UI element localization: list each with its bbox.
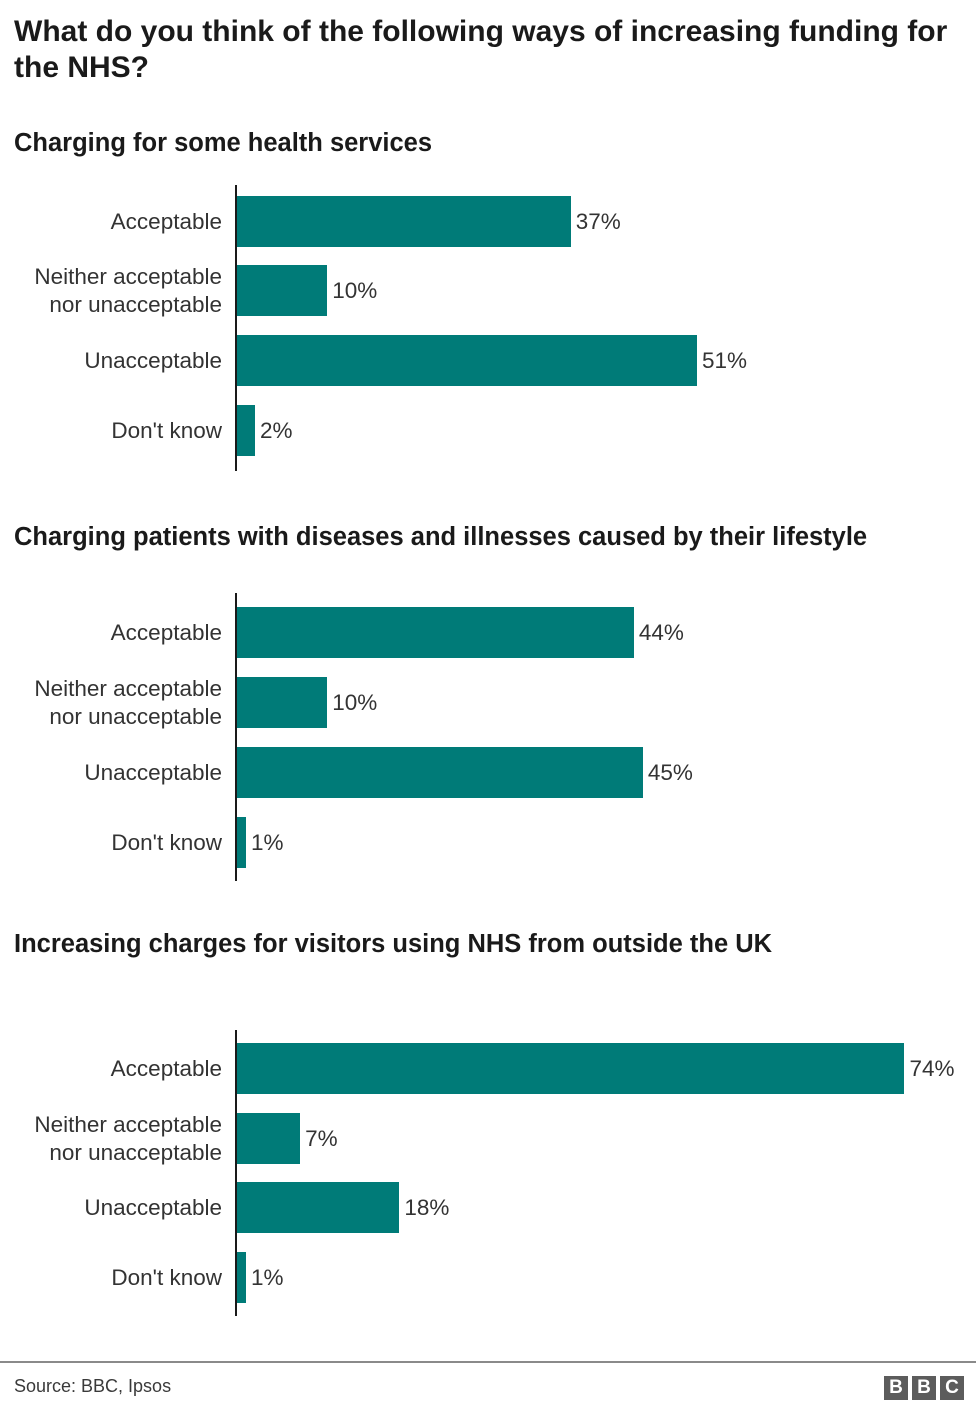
bar xyxy=(237,335,698,386)
value-label: 51% xyxy=(702,347,748,373)
bar xyxy=(237,405,256,456)
bar-row: Acceptable 44% xyxy=(0,607,976,658)
bar xyxy=(237,1182,400,1233)
y-axis-line xyxy=(235,185,237,471)
bar-row: Unacceptable 51% xyxy=(0,335,976,386)
bar-row: Don't know 1% xyxy=(0,1252,976,1303)
logo-letter: B xyxy=(884,1376,908,1400)
logo-letter: C xyxy=(940,1376,964,1400)
category-label: Acceptable xyxy=(110,619,222,645)
category-label: Unacceptable xyxy=(84,347,222,373)
y-axis-line xyxy=(235,593,237,881)
value-label: 10% xyxy=(332,277,378,303)
bar xyxy=(237,1113,301,1164)
category-label: Neither acceptable nor unacceptable xyxy=(34,1111,222,1165)
category-label: Don't know xyxy=(111,1264,222,1290)
value-label: 7% xyxy=(305,1125,338,1151)
bar-row: Neither acceptable nor unacceptable 7% xyxy=(0,1111,976,1165)
y-axis-line xyxy=(235,1030,237,1316)
value-label: 45% xyxy=(647,759,693,785)
value-label: 37% xyxy=(575,208,621,234)
category-label: Don't know xyxy=(111,829,222,855)
source-note: Source: BBC, Ipsos xyxy=(14,1376,172,1396)
bar-row: Acceptable 74% xyxy=(0,1043,976,1094)
bbc-logo-icon: B B C xyxy=(884,1376,964,1400)
bar xyxy=(237,196,571,247)
bar xyxy=(237,265,328,316)
value-label: 18% xyxy=(404,1194,450,1220)
bar-row: Neither acceptable nor unacceptable 10% xyxy=(0,263,976,317)
category-label: Unacceptable xyxy=(84,759,222,785)
chart-2-subtitle: Charging patients with diseases and illn… xyxy=(14,523,868,551)
category-label: Don't know xyxy=(111,417,222,443)
category-label: Acceptable xyxy=(110,1055,222,1081)
bar-row: Don't know 1% xyxy=(0,817,976,868)
category-label: Acceptable xyxy=(110,208,222,234)
category-label: Unacceptable xyxy=(84,1194,222,1220)
bar-row: Don't know 2% xyxy=(0,405,976,456)
bar xyxy=(237,677,328,728)
bar xyxy=(237,747,643,798)
value-label: 10% xyxy=(332,689,378,715)
bar-row: Neither acceptable nor unacceptable 10% xyxy=(0,675,976,729)
bar-row: Acceptable 37% xyxy=(0,196,976,247)
category-label: Neither acceptable nor unacceptable xyxy=(34,263,222,317)
bar xyxy=(237,1252,247,1303)
bar xyxy=(237,607,634,658)
chart-title: What do you think of the following ways … xyxy=(14,15,948,84)
value-label: 1% xyxy=(251,1264,284,1290)
value-label: 1% xyxy=(251,829,284,855)
chart-2: Acceptable 44% Neither acceptable nor un… xyxy=(0,593,976,881)
footer-divider xyxy=(0,1361,976,1363)
chart-1: Acceptable 37% Neither acceptable nor un… xyxy=(0,185,976,471)
bar-row: Unacceptable 18% xyxy=(0,1182,976,1233)
bar xyxy=(237,817,247,868)
bar-row: Unacceptable 45% xyxy=(0,747,976,798)
value-label: 2% xyxy=(260,417,293,443)
value-label: 44% xyxy=(638,619,684,645)
category-label: Neither acceptable nor unacceptable xyxy=(34,675,222,729)
bar xyxy=(237,1043,905,1094)
chart-1-subtitle: Charging for some health services xyxy=(14,129,433,157)
logo-letter: B xyxy=(912,1376,936,1400)
chart-3: Acceptable 74% Neither acceptable nor un… xyxy=(0,1030,976,1316)
chart-3-subtitle: Increasing charges for visitors using NH… xyxy=(14,930,773,958)
value-label: 74% xyxy=(909,1055,955,1081)
